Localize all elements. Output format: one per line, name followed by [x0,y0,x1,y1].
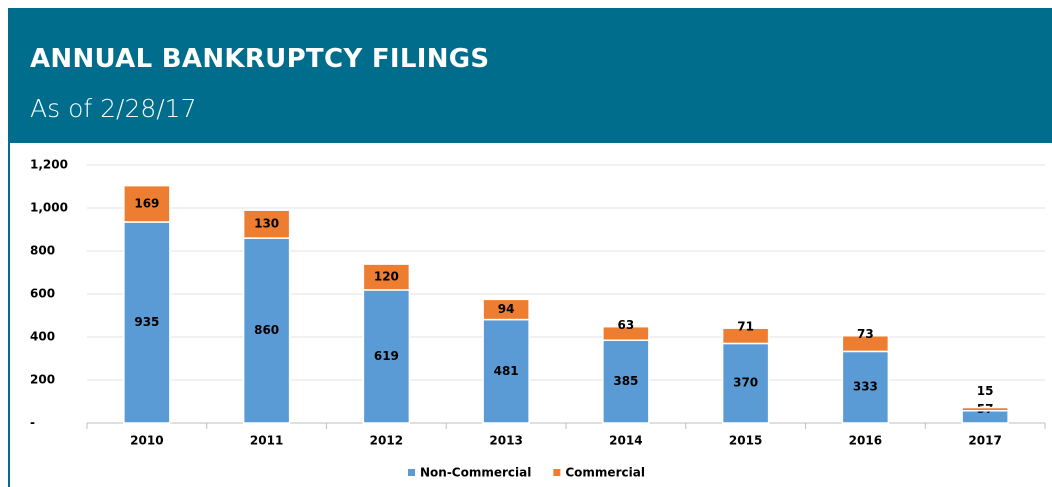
y-tick-label: 1,200 [30,158,68,172]
data-label: 94 [498,302,515,316]
x-tick-label: 2012 [370,434,403,448]
data-label: 120 [374,270,399,284]
data-label: 860 [254,323,279,337]
x-tick-label: 2015 [729,434,762,448]
y-tick-label: 200 [30,373,55,387]
data-label: 481 [494,364,519,378]
data-label: 71 [737,320,754,334]
x-tick-label: 2016 [849,434,882,448]
y-tick-label: - [30,416,35,430]
data-label: 935 [134,315,159,329]
y-tick-label: 1,000 [30,201,68,215]
bar-segment [123,221,171,424]
x-tick-label: 2010 [130,434,163,448]
bar-segment [242,209,291,239]
legend-label: Non-Commercial [420,466,531,480]
bar-segment [482,298,530,321]
data-label: 619 [374,349,399,363]
data-label: 169 [134,196,159,210]
bar-segment [362,289,411,424]
x-tick-label: 2017 [968,434,1001,448]
y-tick-label: 600 [30,287,55,301]
data-label: 370 [733,376,758,390]
data-label: 385 [613,374,638,388]
data-label: 130 [254,217,279,231]
data-label: 15 [977,384,994,398]
data-label: 333 [853,380,878,394]
x-tick-label: 2014 [609,434,642,448]
legend-swatch [408,469,415,476]
title: ANNUAL BANKRUPTCY FILINGS [30,44,490,74]
bar-segment [602,339,650,424]
bar-segment [602,325,650,341]
bar-segment [841,334,890,353]
bar-segment [123,184,171,223]
header-banner: ANNUAL BANKRUPTCY FILINGS As of 2/28/17 [8,8,1052,143]
slide-edge [8,143,10,487]
data-label: 63 [618,318,635,332]
x-tick-label: 2013 [489,434,522,448]
bar-segment [841,350,890,424]
legend-swatch [553,469,561,476]
y-tick-label: 800 [30,244,55,258]
bar-segment [721,342,770,424]
legend-label: Commercial [565,466,645,480]
data-label: 73 [857,327,874,341]
x-tick-label: 2011 [250,434,283,448]
bar-segment [961,406,1009,412]
bar-segment [482,318,530,424]
bar-segment [362,263,411,291]
subtitle: As of 2/28/17 [30,94,197,123]
bar-segment [721,327,770,345]
y-tick-label: 400 [30,330,55,344]
